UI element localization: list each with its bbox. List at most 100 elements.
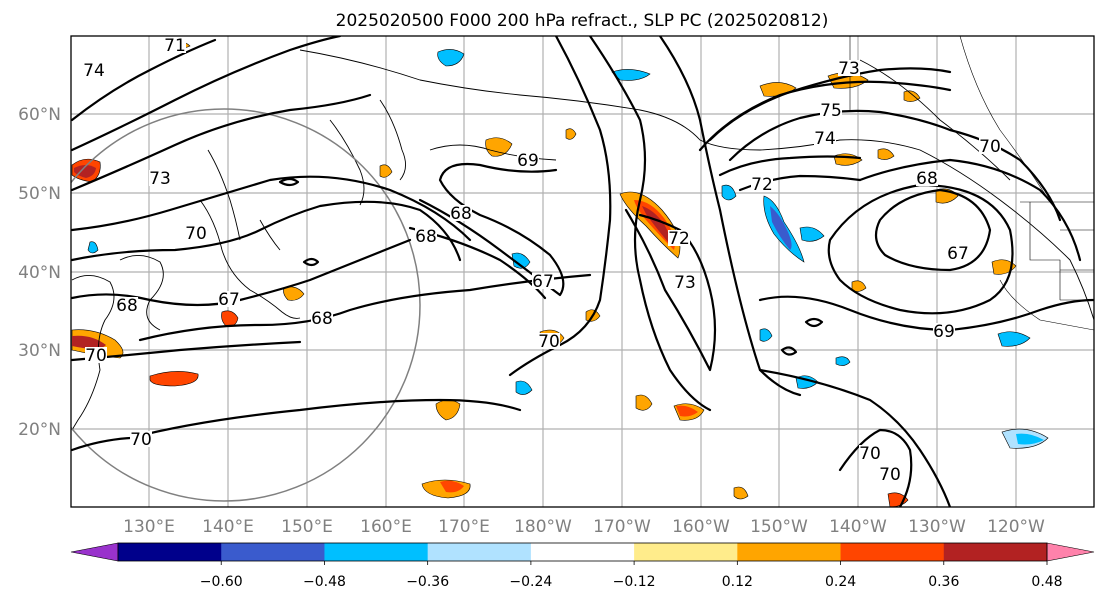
anomaly-patch (676, 405, 698, 417)
contour-label: 75 (820, 101, 842, 121)
latitude-labels: 60°N 50°N 40°N 30°N 20°N (18, 105, 61, 440)
contour-label: 70 (130, 430, 152, 450)
contour-label: 72 (751, 175, 773, 195)
contour-label: 70 (85, 346, 107, 366)
longitude-label: 120°W (987, 517, 1045, 537)
colorbar-segment (221, 543, 325, 561)
anomaly-patch (635, 394, 653, 411)
contour-label: 70 (859, 444, 881, 464)
contour-label-halo (85, 347, 107, 363)
contour-label: 70 (185, 224, 207, 244)
contour-label: 73 (149, 169, 171, 189)
anomaly-patch (642, 206, 670, 242)
anomaly-patch (759, 328, 773, 342)
longitude-labels: 130°E 140°E 150°E 160°E 170°E 180°W 170°W 160°W… (123, 517, 1045, 537)
contour-label: 68 (311, 309, 333, 329)
colorbar-tick-label: 0.24 (825, 574, 856, 590)
contour-label-halo (218, 291, 240, 307)
coastlines (71, 49, 1094, 431)
contour-label: 69 (933, 322, 955, 342)
anomaly-patch (997, 331, 1031, 347)
longitude-label: 150°W (750, 517, 808, 537)
contour-label-halo (130, 431, 152, 447)
contour-label-halo (814, 130, 836, 146)
colorbar-extend-low (70, 542, 119, 562)
longitude-label: 140°E (202, 517, 254, 537)
colorbar-segment (840, 543, 945, 561)
colorbar-tick-label: −0.36 (406, 574, 449, 590)
anomaly-patch (903, 90, 921, 102)
contour-label-halo (751, 176, 773, 192)
contour-label-halo (116, 297, 138, 313)
contour-label-halo (947, 245, 969, 261)
colorbar: −0.60 −0.48 −0.36 −0.24 −0.12 0.12 0.24 0.36 0.4… (70, 542, 1095, 590)
anomaly-patch (733, 486, 749, 500)
contour-label-halo (164, 37, 186, 53)
contour-label-halo (83, 62, 105, 78)
contour-label-halo (916, 170, 938, 186)
anomaly-patch (611, 69, 651, 81)
contour-label: 74 (814, 129, 836, 149)
contour-label: 67 (947, 244, 969, 264)
contour-label-halo (859, 445, 881, 461)
latitude-label: 30°N (18, 341, 61, 361)
contour-label: 70 (538, 332, 560, 352)
contour-label: 67 (218, 290, 240, 310)
contour-label-halo (532, 273, 554, 289)
contour-label-halo (668, 230, 690, 246)
contour-label-halo (450, 205, 472, 221)
colorbar-tick-label: 0.12 (722, 574, 753, 590)
latitude-label: 60°N (18, 105, 61, 125)
contour-label-halo (933, 323, 955, 339)
contour-label: 73 (674, 273, 696, 293)
contour-label: 68 (415, 227, 437, 247)
anomaly-patch (440, 480, 464, 493)
colorbar-tick-label: 0.36 (928, 574, 959, 590)
colorbar-tick-label: −0.60 (200, 574, 243, 590)
anomaly-patch (835, 356, 851, 366)
contour-label-halo (838, 60, 860, 76)
figure-title: 2025020500 F000 200 hPa refract., SLP PC… (336, 11, 829, 31)
contour-label: 70 (979, 137, 1001, 157)
colorbar-tick-label: −0.12 (613, 574, 656, 590)
graticule (71, 36, 1094, 507)
contour-label-halo (415, 228, 437, 244)
contour-label: 68 (916, 169, 938, 189)
contour-label: 73 (838, 59, 860, 79)
longitude-label: 170°W (593, 517, 651, 537)
anomaly-patch (877, 148, 895, 160)
contour-label: 72 (668, 229, 690, 249)
longitude-label: 150°E (281, 517, 333, 537)
longitude-label: 160°W (672, 517, 730, 537)
contour-label: 68 (116, 296, 138, 316)
contour-label-halo (517, 152, 539, 168)
contour-label-halo (820, 102, 842, 118)
colorbar-tick-label: 0.48 (1031, 574, 1062, 590)
longitude-label: 170°E (438, 517, 490, 537)
anomaly-patch (87, 241, 99, 254)
anomaly-patch (379, 164, 393, 178)
contour-label: 70 (879, 465, 901, 485)
contour-label: 68 (450, 204, 472, 224)
anomaly-patch (721, 184, 737, 201)
anomaly-patch (283, 286, 305, 301)
contour-label-halo (538, 333, 560, 349)
anomaly-patch (1016, 433, 1044, 445)
colorbar-segment (943, 543, 1048, 561)
colorbar-segment (427, 543, 532, 561)
map-frame (70, 35, 1095, 508)
contour-label: 67 (532, 272, 554, 292)
radius-circle (71, 108, 421, 502)
anomaly-patch (619, 191, 681, 259)
latitude-label: 40°N (18, 263, 61, 283)
contour-label-halo (311, 310, 333, 326)
contour-label-halo (979, 138, 1001, 154)
colorbar-segment (324, 543, 429, 561)
contour-label-halo (879, 466, 901, 482)
latitude-label: 20°N (18, 420, 61, 440)
longitude-label: 160°E (360, 517, 412, 537)
anomaly-patch (72, 335, 106, 349)
